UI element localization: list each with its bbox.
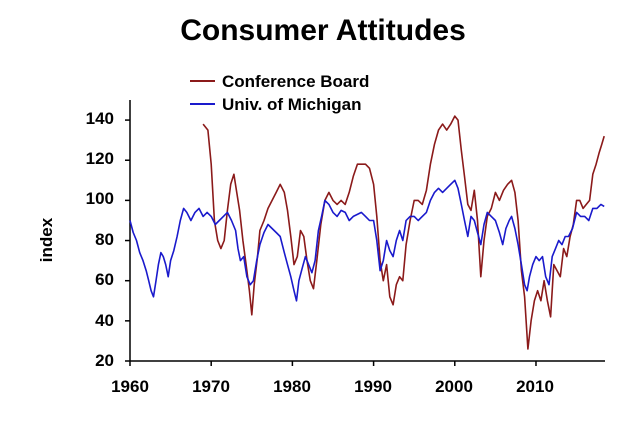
- y-tick-label: 60: [95, 270, 114, 289]
- axes: [125, 100, 605, 366]
- x-tick-label: 1990: [354, 377, 392, 396]
- x-tick-label: 1980: [273, 377, 311, 396]
- y-tick-label: 140: [86, 109, 114, 128]
- legend: Conference Board Univ. of Michigan: [190, 72, 369, 114]
- y-tick-label: 80: [95, 230, 114, 249]
- y-tick-label: 20: [95, 351, 114, 370]
- y-tick-label: 120: [86, 149, 114, 168]
- series-line-univ-of-michigan: [129, 179, 605, 302]
- y-axis: 20 40 60 80 100 120 140: [86, 109, 114, 370]
- chart-title: Consumer Attitudes: [180, 14, 466, 47]
- legend-label-univ-of-michigan: Univ. of Michigan: [222, 95, 361, 114]
- x-tick-label: 1970: [192, 377, 230, 396]
- series-layer: [129, 115, 605, 350]
- x-tick-label: 2000: [435, 377, 473, 396]
- series-line-conference-board: [202, 115, 605, 350]
- x-tick-label: 2010: [516, 377, 554, 396]
- y-tick-label: 40: [95, 311, 114, 330]
- x-tick-label: 1960: [111, 377, 149, 396]
- x-axis: 1960 1970 1980 1990 2000 2010: [111, 377, 554, 396]
- y-axis-label: index: [37, 217, 56, 262]
- legend-label-conference-board: Conference Board: [222, 72, 369, 91]
- y-tick-label: 100: [86, 189, 114, 208]
